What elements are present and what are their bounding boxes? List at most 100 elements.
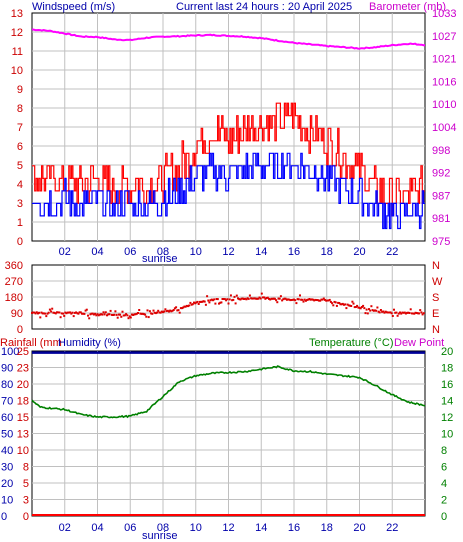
direction-point [314,298,317,301]
direction-point [117,313,120,316]
direction-point [41,312,44,315]
dir-compass-label: N [432,324,440,336]
direction-point [115,313,118,316]
direction-point [399,311,401,314]
direction-point [162,311,164,314]
direction-point [202,300,205,303]
rain-tick-label: 8 [23,462,29,474]
rain-tick-label: 18 [17,396,29,408]
direction-point [282,298,285,301]
direction-point [408,312,411,314]
x-tick-label: 16 [288,522,300,534]
direction-point [67,311,70,314]
direction-point [227,302,230,305]
direction-point [369,309,372,312]
direction-point [279,295,282,298]
direction-point [410,312,413,315]
direction-point [213,298,216,301]
direction-point [138,309,141,311]
direction-point [103,313,106,316]
direction-point [281,299,284,302]
x-tick-label: 18 [321,522,333,534]
wind-y-tick-label: 10 [11,65,23,77]
direction-point [116,316,119,319]
direction-point [273,297,276,300]
temp-tick-label: 10 [441,429,453,441]
direction-point [301,298,304,301]
direction-point [353,306,356,309]
direction-point [358,306,361,309]
sunrise-label-top: sunrise [142,253,177,265]
x-tick-label: 16 [288,246,300,258]
temp-tick-label: 2 [441,495,447,507]
baro-y-tick-label: 1004 [432,122,456,134]
direction-point [222,298,225,300]
direction-point [181,307,184,310]
direction-point [350,305,353,307]
direction-point [191,303,194,306]
direction-point [349,304,351,307]
direction-point [395,311,398,314]
direction-point [322,297,325,300]
direction-point [203,300,206,303]
direction-point [365,308,368,311]
direction-point [324,298,326,301]
direction-point [165,310,168,313]
direction-point [287,298,289,301]
direction-point [285,298,288,301]
direction-point [313,299,316,302]
x-tick-label: 02 [59,246,71,258]
direction-point [382,310,385,313]
direction-point [150,312,153,315]
direction-point [413,312,416,315]
baro-y-tick-label: 1027 [432,31,456,43]
direction-point [172,309,175,311]
direction-point [134,313,137,316]
direction-point [238,298,241,301]
direction-point [418,312,420,315]
direction-point [284,297,287,300]
x-tick-label: 22 [386,522,398,534]
direction-point [42,312,45,315]
direction-point [166,309,169,312]
direction-point [312,298,315,301]
direction-point [219,301,222,304]
direction-point [45,315,48,318]
direction-point [200,300,203,303]
direction-point [48,308,51,311]
direction-point [83,312,86,315]
direction-point [154,312,157,315]
wind-y-tick-label: 0 [17,236,23,248]
direction-point [228,298,231,301]
direction-point [268,297,270,300]
direction-point [316,299,319,302]
direction-point [266,296,269,299]
humidity-tick-label: 10 [1,495,13,507]
direction-point [415,312,418,314]
direction-point [58,311,61,314]
direction-point [246,297,249,300]
direction-point [107,313,110,316]
barometer-line [31,28,425,50]
direction-point [95,314,98,317]
direction-point [153,311,156,314]
humidity-tick-label: 80 [1,379,13,391]
wind-y-tick-label: 12 [11,27,23,39]
direction-point [345,307,348,310]
x-tick-label: 22 [386,246,398,258]
humidity-tick-label: 0 [1,511,7,523]
direction-point [422,312,425,315]
direction-point [251,297,254,300]
baro-y-tick-label: 1033 [432,8,456,20]
direction-point [169,309,172,312]
direction-point [371,309,374,312]
rain-tick-label: 10 [17,445,29,457]
direction-point [302,300,305,303]
direction-point [400,312,403,315]
direction-point [66,311,69,314]
temp-tick-label: 20 [441,346,453,358]
direction-point [37,312,39,315]
rain-tick-label: 15 [17,412,29,424]
direction-point [135,312,138,315]
